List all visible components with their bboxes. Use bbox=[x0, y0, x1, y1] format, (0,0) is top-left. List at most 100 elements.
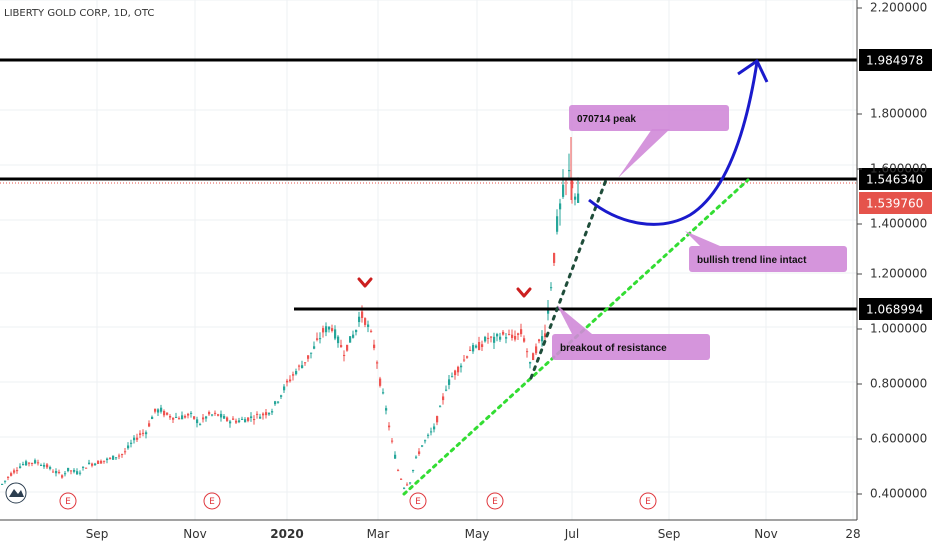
candle-body bbox=[103, 460, 106, 462]
candle-body bbox=[97, 460, 100, 464]
candle-body bbox=[217, 414, 220, 416]
candle-body bbox=[538, 339, 541, 342]
candle-body bbox=[136, 437, 139, 440]
candle-body bbox=[283, 386, 286, 391]
candle-body bbox=[232, 418, 235, 420]
candle-body bbox=[223, 415, 226, 419]
candle-body bbox=[265, 412, 268, 416]
candle-body bbox=[502, 331, 505, 335]
candle-body bbox=[286, 380, 289, 383]
candle-body bbox=[382, 392, 385, 394]
candle-body bbox=[109, 457, 112, 459]
candle-body bbox=[205, 416, 208, 419]
candle-body bbox=[412, 469, 415, 471]
candle-body bbox=[421, 445, 424, 447]
candle-body bbox=[511, 334, 514, 338]
candle-body bbox=[445, 389, 448, 391]
candle-body bbox=[364, 318, 367, 325]
candle-body bbox=[376, 362, 379, 364]
projection-arrowhead bbox=[737, 59, 769, 83]
candle-body bbox=[361, 311, 364, 318]
candle-body bbox=[256, 413, 259, 415]
candle-body bbox=[535, 346, 538, 354]
candle-body bbox=[166, 412, 169, 415]
candle-body bbox=[76, 471, 79, 475]
candle-body bbox=[556, 216, 559, 232]
tradingview-logo-mark bbox=[9, 489, 24, 497]
candle-body bbox=[334, 329, 337, 339]
candle-body bbox=[454, 370, 457, 376]
time-axis[interactable]: Sep Nov 2020 Mar May Jul Sep Nov 28 bbox=[86, 527, 861, 541]
time-tick-label: Nov bbox=[183, 527, 206, 541]
candle-body bbox=[298, 365, 301, 367]
price-tick-label: 1.400000 bbox=[870, 217, 927, 231]
candle-body bbox=[172, 417, 175, 420]
candle-body bbox=[325, 326, 328, 333]
candle-body bbox=[73, 469, 76, 472]
candle-body bbox=[148, 423, 151, 427]
candle-body bbox=[43, 464, 46, 467]
candle-body bbox=[550, 287, 553, 289]
candle-body bbox=[490, 336, 493, 338]
callout-text: 070714 peak bbox=[577, 114, 636, 125]
candle-body bbox=[16, 470, 19, 472]
candle-body bbox=[370, 330, 373, 332]
candle-body bbox=[94, 463, 97, 466]
candle-body bbox=[574, 196, 577, 200]
candle-body bbox=[331, 328, 334, 331]
horizontal-levels: 1.984978 1.546340 1.068994 1.539760 bbox=[0, 49, 932, 320]
candle-body bbox=[394, 454, 397, 459]
candle-body bbox=[178, 418, 181, 420]
candle-body bbox=[307, 355, 310, 359]
callout-pointer bbox=[618, 129, 670, 178]
candle-body bbox=[526, 351, 529, 353]
candle-body bbox=[571, 180, 574, 189]
candle-body bbox=[145, 432, 148, 435]
candle-body bbox=[259, 416, 262, 419]
candle-body bbox=[517, 333, 520, 335]
price-tick-label: 1.000000 bbox=[870, 322, 927, 336]
candle-body bbox=[547, 308, 550, 314]
candle-body bbox=[559, 203, 562, 210]
candle-body bbox=[460, 365, 463, 368]
candle-body bbox=[190, 412, 193, 414]
candle-body bbox=[274, 401, 277, 405]
price-tick-label: 0.400000 bbox=[870, 487, 927, 501]
candle-body bbox=[100, 460, 103, 464]
projection-curve bbox=[588, 61, 759, 226]
candle-body bbox=[121, 454, 124, 456]
candle-body bbox=[403, 487, 406, 489]
candle-body bbox=[202, 417, 205, 420]
candle-body bbox=[187, 413, 190, 416]
candle-body bbox=[127, 445, 130, 449]
candle-body bbox=[418, 451, 421, 454]
time-tick-label: Sep bbox=[658, 527, 681, 541]
candle-body bbox=[214, 412, 217, 414]
candle-body bbox=[433, 426, 436, 430]
candle-body bbox=[196, 419, 199, 424]
level-price-tag bbox=[859, 168, 932, 190]
candle-body bbox=[577, 193, 580, 203]
level-price-label: 1.546340 bbox=[866, 173, 923, 187]
candle-body bbox=[88, 462, 91, 465]
candle-body bbox=[478, 342, 481, 350]
level-price-tag bbox=[859, 298, 932, 320]
price-axis[interactable]: 2.200000 1.800000 1.600000 1.400000 1.200000… bbox=[857, 1, 927, 501]
candle-body bbox=[238, 420, 241, 423]
candle-body bbox=[262, 413, 265, 416]
earnings-icon bbox=[203, 492, 221, 510]
earnings-icon bbox=[409, 492, 427, 510]
candle-body bbox=[4, 480, 7, 482]
candle-body bbox=[19, 466, 22, 468]
candle-body bbox=[199, 424, 202, 426]
candle-body bbox=[358, 316, 361, 323]
candle-body bbox=[301, 365, 304, 369]
candle-body bbox=[388, 425, 391, 428]
price-tick-label: 0.800000 bbox=[870, 377, 927, 391]
candle-body bbox=[466, 356, 469, 358]
price-tick-label: 1.600000 bbox=[870, 162, 927, 176]
price-tick-label: 2.200000 bbox=[870, 1, 927, 15]
candle-body bbox=[295, 371, 298, 375]
candle-body bbox=[133, 437, 136, 441]
candle-body bbox=[496, 334, 499, 337]
